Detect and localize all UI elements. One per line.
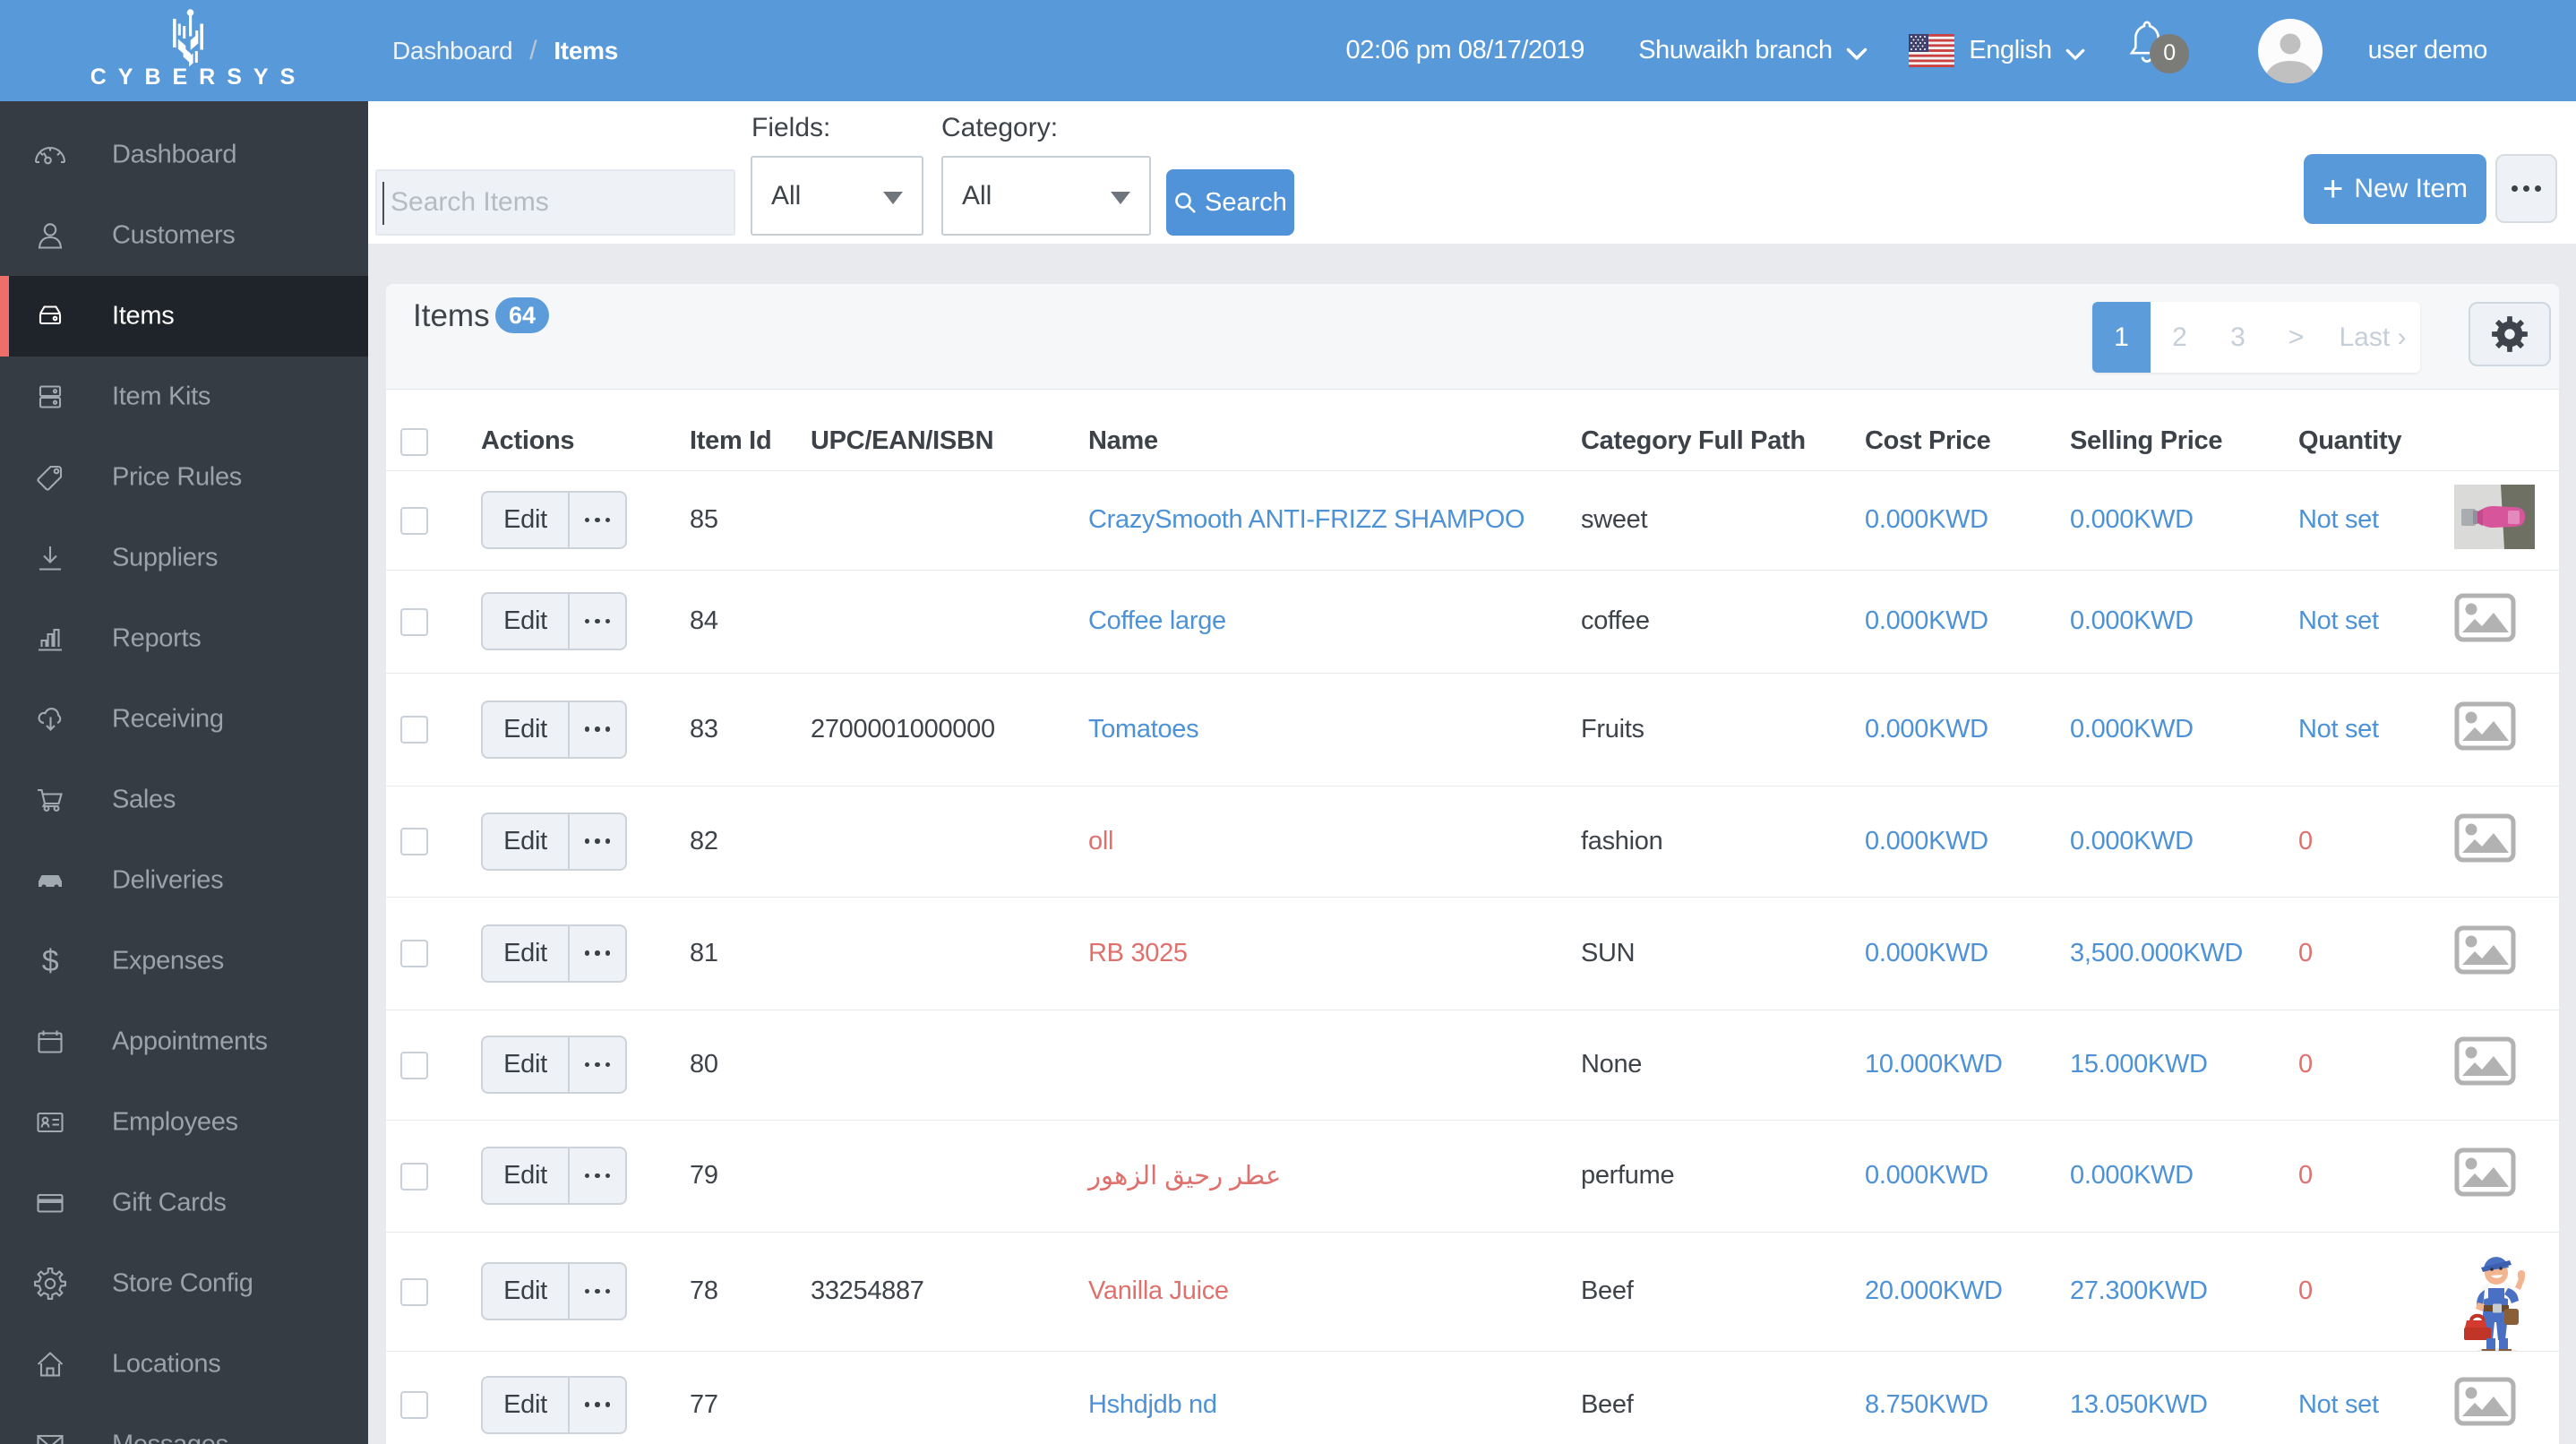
svg-text:$: $ <box>42 944 59 978</box>
